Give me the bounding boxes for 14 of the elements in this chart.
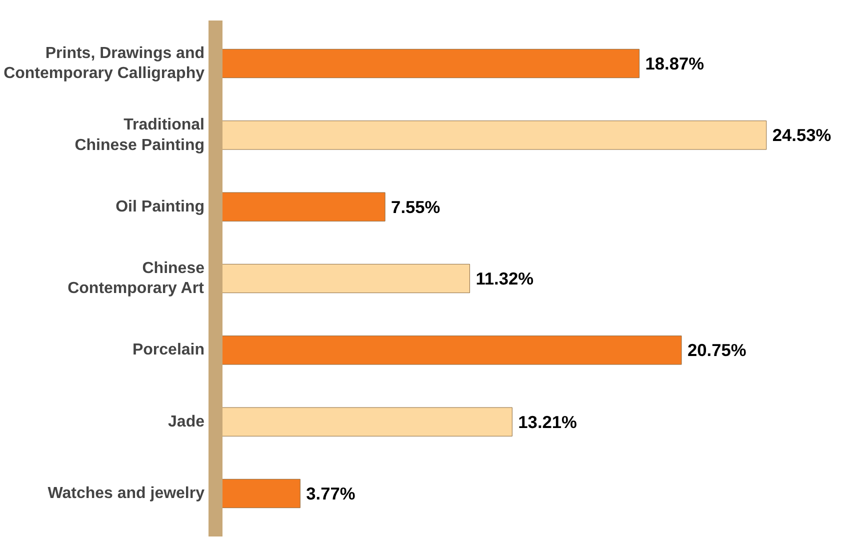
y-tick-label: Chinese Contemporary Art — [68, 260, 205, 298]
y-tick-label: Porcelain — [132, 342, 204, 359]
data-label: 18.87% — [645, 54, 704, 74]
data-label: 11.32% — [476, 268, 534, 288]
y-tick-label: Oil Painting — [116, 198, 204, 216]
data-label: 20.75% — [688, 340, 746, 360]
y-tick-label: Prints, Drawings and Contemporary Calligraphy — [4, 44, 205, 82]
data-label: 3.77% — [306, 484, 356, 504]
y-tick-label: Jade — [168, 413, 205, 430]
data-label: 24.53% — [772, 125, 832, 146]
y-tick-label: Watches and jewelry — [48, 485, 205, 502]
data-label: 7.55% — [391, 196, 440, 217]
y-tick-label: Traditional Chinese Painting — [74, 116, 205, 154]
data-label: 13.21% — [518, 412, 577, 432]
